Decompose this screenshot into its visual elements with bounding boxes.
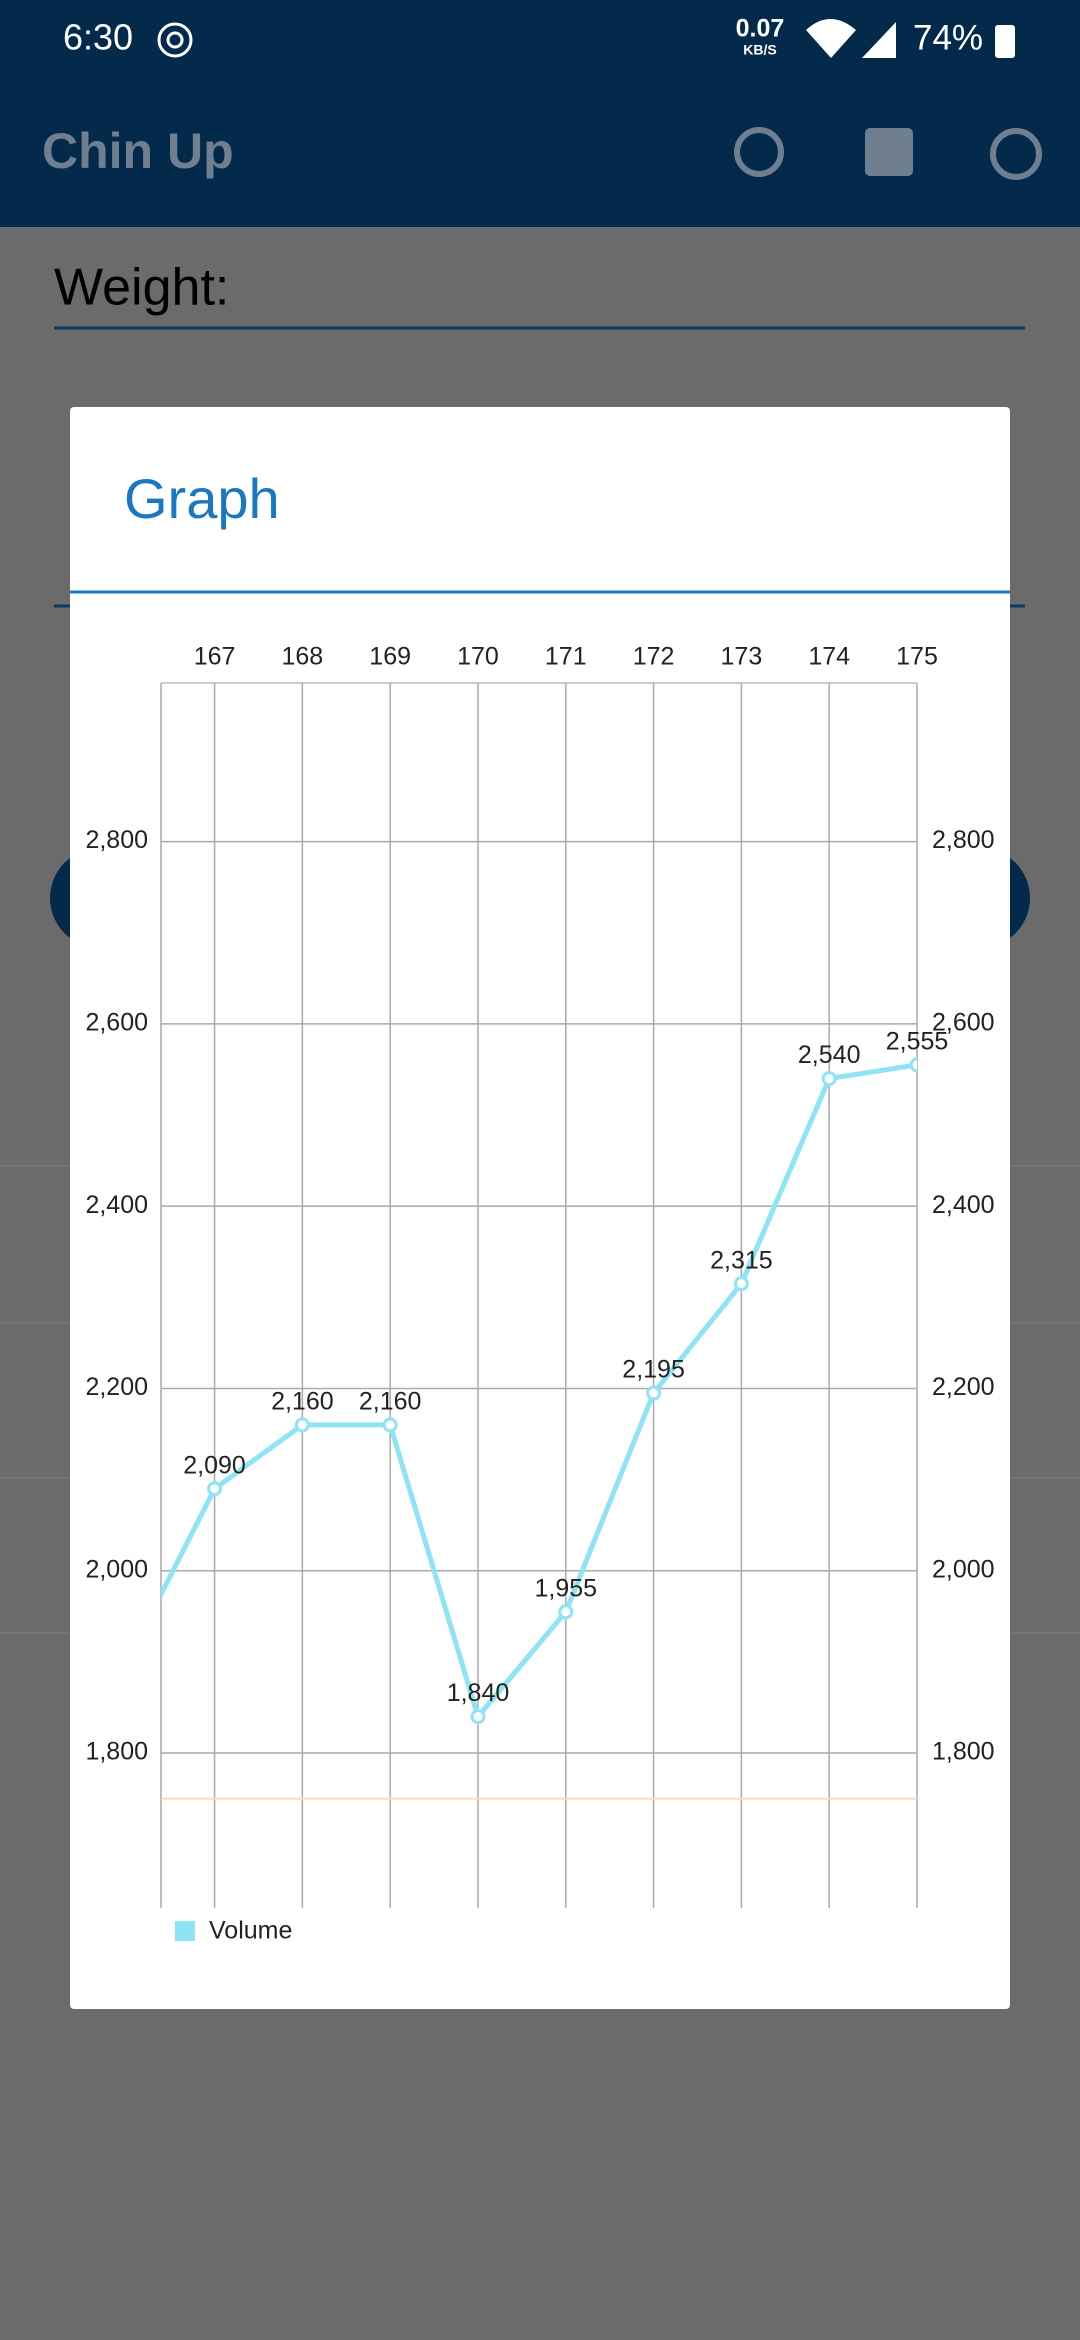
battery-level: 74% [913, 18, 983, 57]
data-point [207, 1481, 223, 1497]
x-tick-label: 168 [282, 643, 324, 671]
y-tick-label: 2,400 [85, 1191, 148, 1219]
x-tick-label: 174 [808, 643, 850, 671]
data-label: 2,540 [798, 1041, 861, 1069]
x-tick-label: 167 [194, 643, 236, 671]
x-tick-label: 169 [369, 643, 411, 671]
data-label: 2,160 [359, 1388, 422, 1416]
x-tick-label: 175 [896, 643, 938, 671]
data-point [558, 1604, 574, 1620]
data-label: 2,315 [710, 1246, 773, 1274]
y2-tick-label: 2,600 [932, 1008, 995, 1036]
legend-swatch [175, 1921, 195, 1941]
chart: 167 168 169 170 171 172 173 174 175 1,800 1,800 2,0… [85, 643, 994, 1945]
signal-icon [862, 22, 896, 58]
x-tick-label: 171 [545, 643, 587, 671]
y2-tick-label: 1,800 [932, 1738, 995, 1766]
x-tick-label: 170 [457, 643, 499, 671]
graph-button[interactable] [865, 128, 913, 176]
y-tick-label: 1,800 [85, 1738, 148, 1766]
data-line [161, 1062, 917, 1720]
data-point [909, 1057, 917, 1073]
status-icon [166, 31, 184, 49]
network-speed: 0.07 [736, 15, 785, 43]
dialog-title: Graph [124, 467, 280, 530]
data-label: 2,090 [183, 1451, 246, 1479]
weight-label: Weight: [54, 259, 229, 317]
dialog [70, 407, 1010, 2009]
data-label: 2,195 [622, 1356, 685, 1384]
y2-tick-label: 2,400 [932, 1191, 995, 1219]
y-tick-label: 2,200 [85, 1373, 148, 1401]
data-point [470, 1709, 486, 1725]
data-label: 1,840 [447, 1679, 510, 1707]
alarm-button[interactable] [990, 128, 1042, 180]
x-tick-label: 173 [721, 643, 763, 671]
history-button[interactable] [734, 127, 784, 177]
data-label: 1,955 [534, 1574, 597, 1602]
status-time: 6:30 [63, 17, 133, 58]
legend-label: Volume [209, 1917, 292, 1945]
x-tick-label: 172 [633, 643, 675, 671]
app-bar-background [0, 0, 1080, 227]
data-point [294, 1417, 310, 1433]
wifi-icon [806, 19, 856, 58]
y-tick-label: 2,600 [85, 1008, 148, 1036]
data-point [646, 1385, 662, 1401]
data-point [382, 1417, 398, 1433]
battery-icon [995, 25, 1015, 58]
y2-tick-label: 2,000 [932, 1555, 995, 1583]
data-label: 2,555 [886, 1028, 949, 1056]
y2-tick-label: 2,200 [932, 1373, 995, 1401]
y-tick-label: 2,000 [85, 1555, 148, 1583]
y-tick-label: 2,800 [85, 826, 148, 854]
data-point [821, 1071, 837, 1087]
data-point [733, 1276, 749, 1292]
data-label: 2,160 [271, 1388, 334, 1416]
network-speed-unit: KB/S [743, 42, 776, 58]
app-title[interactable]: Chin Up [42, 123, 234, 179]
status-icon [157, 22, 193, 58]
y2-tick-label: 2,800 [932, 826, 995, 854]
